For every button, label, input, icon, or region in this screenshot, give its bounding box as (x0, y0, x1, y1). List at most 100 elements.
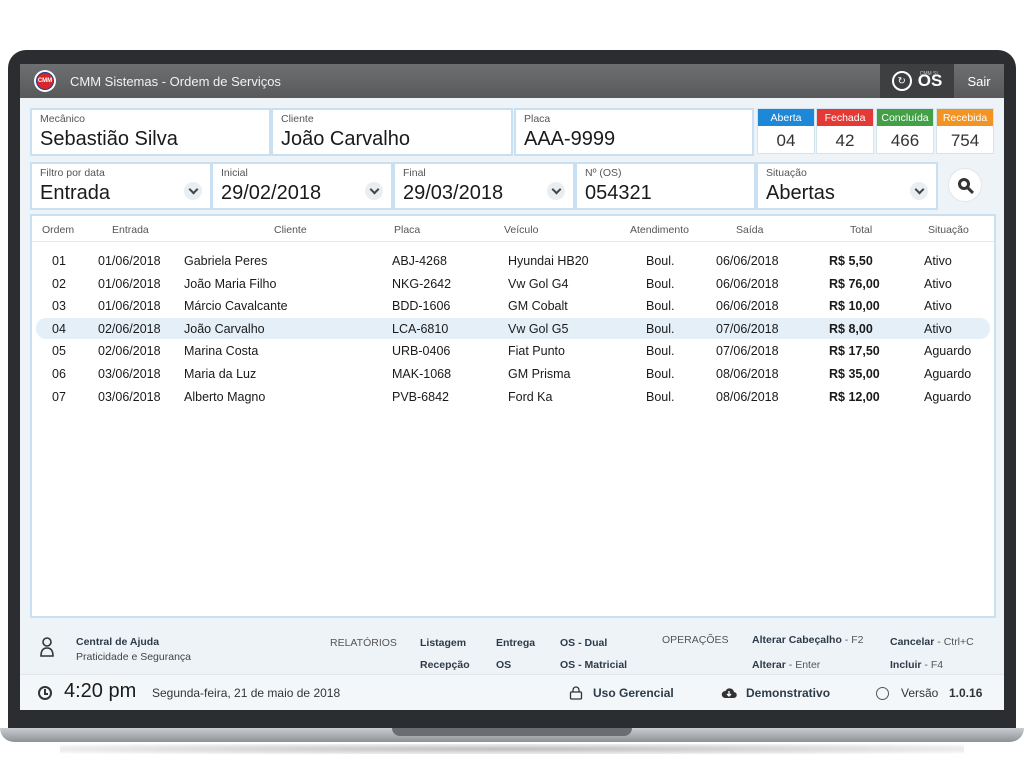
header-entrada[interactable]: Entrada (112, 224, 149, 236)
cell-veiculo: GM Prisma (508, 367, 571, 381)
table-row[interactable]: 01 01/06/2018 Gabriela Peres ABJ-4268 Hyunda… (36, 250, 990, 271)
table-row[interactable]: 06 03/06/2018 Maria da Luz MAK-1068 GM Prism… (36, 363, 990, 384)
header-atendimento[interactable]: Atendimento (630, 224, 689, 236)
cell-atendimento: Boul. (646, 389, 675, 404)
placa-value: AAA-9999 (524, 128, 616, 150)
alterar-cabecalho-label: Alterar Cabeçalho (752, 634, 842, 646)
window-title: CMM Sistemas - Ordem de Serviços (70, 73, 281, 89)
numero-os-input[interactable]: Nº (OS) 054321 (575, 162, 756, 210)
chevron-down-icon[interactable] (910, 182, 928, 200)
cell-atendimento: Boul. (646, 276, 675, 291)
placa-field[interactable]: Placa AAA-9999 (514, 108, 754, 156)
mecanico-label: Mecânico (40, 113, 85, 125)
table-row[interactable]: 04 02/06/2018 João Carvalho LCA-6810 Vw Gol … (36, 317, 990, 339)
status-recebida[interactable]: Recebida 754 (936, 108, 994, 154)
cell-total: R$ 10,00 (829, 299, 880, 314)
cell-placa: ABJ-4268 (392, 254, 447, 268)
uso-gerencial-link[interactable]: Uso Gerencial (593, 686, 674, 700)
cell-veiculo: Vw Gol G4 (508, 276, 569, 291)
cell-total: R$ 12,00 (829, 389, 880, 404)
cancelar-link[interactable]: Cancelar - Ctrl+C (890, 636, 974, 648)
chevron-down-icon[interactable] (365, 182, 383, 200)
situacao-select[interactable]: Situação Abertas (756, 162, 938, 210)
os-dual-link[interactable]: OS - Dual (560, 637, 608, 649)
cmm-logo-text: CMM (36, 72, 54, 90)
cell-atendimento: Boul. (646, 254, 675, 268)
listagem-link[interactable]: Listagem (420, 637, 467, 649)
current-date: Segunda-feira, 21 de maio de 2018 (152, 686, 341, 700)
cell-entrada: 03/06/2018 (98, 367, 161, 381)
status-concluida[interactable]: Concluída 466 (876, 108, 934, 154)
search-button[interactable] (948, 168, 982, 202)
header-situacao[interactable]: Situação (928, 224, 969, 236)
cell-entrada: 01/06/2018 (98, 254, 161, 268)
cell-atendimento: Boul. (646, 344, 675, 359)
cell-total: R$ 17,50 (829, 344, 880, 359)
cell-saida: 08/06/2018 (716, 389, 779, 404)
final-date-select[interactable]: Final 29/03/2018 (393, 162, 575, 210)
cell-saida: 06/06/2018 (716, 254, 779, 268)
cell-saida: 07/06/2018 (716, 344, 779, 359)
title-bar: CMM CMM Sistemas - Ordem de Serviços ↻ C… (20, 64, 1004, 98)
incluir-key: - F4 (921, 659, 944, 671)
cell-entrada: 02/06/2018 (98, 344, 161, 359)
cell-total: R$ 5,50 (829, 254, 873, 268)
inicial-date-select[interactable]: Inicial 29/02/2018 (211, 162, 393, 210)
header-placa[interactable]: Placa (394, 224, 421, 236)
entrega-link[interactable]: Entrega (496, 637, 536, 649)
status-aberta[interactable]: Aberta 04 (757, 108, 815, 154)
table-row[interactable]: 05 02/06/2018 Marina Costa URB-0406 Fiat Pun… (36, 340, 990, 361)
cell-entrada: 01/06/2018 (98, 276, 161, 291)
lock-icon (569, 686, 583, 700)
table-row[interactable]: 07 03/06/2018 Alberto Magno PVB-6842 Ford Ka… (36, 386, 990, 407)
version-value: 1.0.16 (949, 686, 983, 700)
header-saida[interactable]: Saída (736, 224, 764, 236)
alterar-cabecalho-link[interactable]: Alterar Cabeçalho - F2 (752, 634, 863, 646)
cell-ordem: 04 (52, 321, 66, 336)
status-fechada[interactable]: Fechada 42 (816, 108, 874, 154)
cancelar-label: Cancelar (890, 636, 935, 648)
mecanico-value: Sebastião Silva (40, 128, 178, 150)
situacao-label: Situação (766, 167, 807, 179)
cell-veiculo: Hyundai HB20 (508, 254, 589, 268)
incluir-link[interactable]: Incluir - F4 (890, 659, 943, 671)
table-row[interactable]: 03 01/06/2018 Márcio Cavalcante BDD-1606 GM … (36, 295, 990, 316)
help-subtitle: Praticidade e Segurança (76, 651, 191, 663)
header-total[interactable]: Total (850, 224, 873, 236)
cell-placa: BDD-1606 (392, 299, 451, 314)
numero-os-value: 054321 (585, 182, 652, 204)
header-cliente[interactable]: Cliente (274, 224, 307, 236)
chevron-down-icon[interactable] (547, 182, 565, 200)
header-ordem[interactable]: Ordem (42, 224, 75, 236)
alterar-link[interactable]: Alterar - Enter (752, 659, 820, 671)
os-matricial-link[interactable]: OS - Matricial (560, 659, 628, 671)
demonstrativo-link[interactable]: Demonstrativo (746, 686, 831, 700)
header-veiculo[interactable]: Veículo (504, 224, 539, 236)
incluir-label: Incluir (890, 659, 922, 671)
help-center-link[interactable]: Central de Ajuda (76, 636, 160, 648)
filtro-data-select[interactable]: Filtro por data Entrada (30, 162, 212, 210)
mecanico-field[interactable]: Mecânico Sebastião Silva (30, 108, 271, 156)
cell-situacao: Ativo (924, 254, 952, 268)
operacoes-label: OPERAÇÕES (662, 634, 729, 646)
cell-cliente: Gabriela Peres (184, 254, 268, 268)
cell-situacao: Ativo (924, 276, 952, 291)
exit-button[interactable]: Sair (967, 73, 991, 89)
cell-saida: 06/06/2018 (716, 276, 779, 291)
cliente-field[interactable]: Cliente João Carvalho (271, 108, 513, 156)
cell-placa: LCA-6810 (392, 321, 449, 336)
status-concluida-count: 466 (890, 130, 920, 150)
cell-total: R$ 8,00 (829, 321, 873, 336)
recepcao-link[interactable]: Recepção (420, 659, 470, 671)
os-small-label: CMM SI (919, 71, 938, 77)
chevron-down-icon[interactable] (184, 182, 202, 200)
cell-ordem: 02 (52, 276, 66, 291)
os-link[interactable]: OS (496, 659, 512, 671)
cell-veiculo: Vw Gol G5 (508, 321, 569, 336)
table-row[interactable]: 02 01/06/2018 João Maria Filho NKG-2642 Vw G… (36, 273, 990, 294)
footer: Central de Ajuda Praticidade e Segurança… (20, 620, 1004, 674)
laptop-shadow (60, 744, 964, 754)
cell-situacao: Aguardo (924, 367, 972, 381)
cell-atendimento: Boul. (646, 321, 675, 336)
cell-saida: 06/06/2018 (716, 299, 779, 314)
